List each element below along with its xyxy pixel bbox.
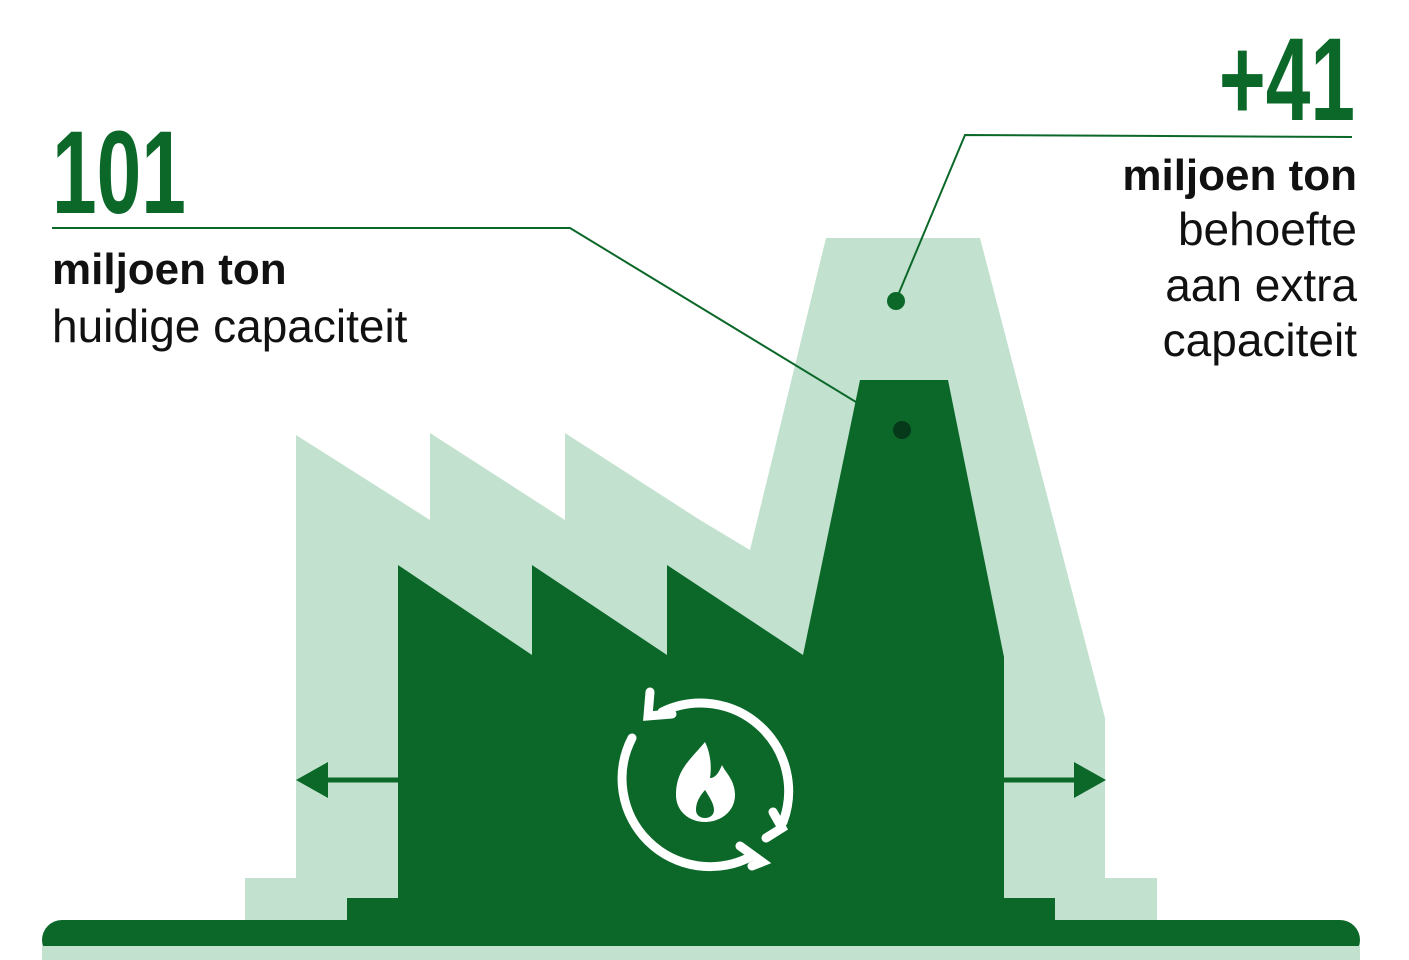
extra-label: behoefte (1178, 203, 1357, 255)
ground-stripe (42, 946, 1360, 960)
leader-dot (887, 292, 905, 310)
extra-label: capaciteit (1163, 314, 1358, 366)
leader-dot (893, 421, 911, 439)
extra-unit: miljoen ton (1122, 151, 1357, 200)
extra-value: +41 (1219, 15, 1355, 146)
extra-label: aan extra (1165, 259, 1357, 311)
current-value: 101 (52, 108, 186, 239)
current-unit: miljoen ton (52, 245, 287, 294)
infographic: 101 miljoen ton huidige capaciteit +41 m… (0, 0, 1409, 960)
current-label: huidige capaciteit (52, 300, 408, 352)
